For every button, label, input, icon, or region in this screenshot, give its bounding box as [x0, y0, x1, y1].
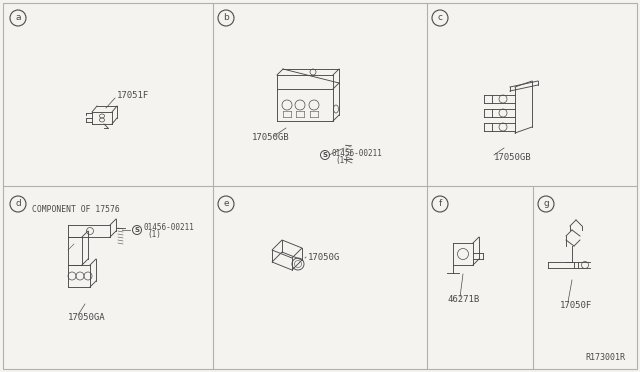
Text: 01456-00211: 01456-00211: [331, 148, 382, 157]
Text: d: d: [15, 199, 21, 208]
Text: 17050G: 17050G: [308, 253, 340, 262]
Text: 17050GB: 17050GB: [494, 154, 532, 163]
Text: S: S: [134, 227, 140, 233]
Text: 17050GA: 17050GA: [68, 314, 106, 323]
Text: 17051F: 17051F: [117, 92, 149, 100]
Text: (1): (1): [147, 231, 161, 240]
Text: 17050GB: 17050GB: [252, 134, 290, 142]
Text: b: b: [223, 13, 229, 22]
Text: f: f: [438, 199, 442, 208]
Text: c: c: [438, 13, 442, 22]
Text: R173001R: R173001R: [585, 353, 625, 362]
Text: (1): (1): [335, 155, 349, 164]
Text: e: e: [223, 199, 229, 208]
Text: 46271B: 46271B: [448, 295, 480, 305]
Text: COMPONENT OF 17576: COMPONENT OF 17576: [32, 205, 120, 215]
Text: 17050F: 17050F: [560, 301, 592, 310]
Text: a: a: [15, 13, 20, 22]
Text: S: S: [323, 152, 328, 158]
Text: 01456-00211: 01456-00211: [143, 224, 194, 232]
Text: g: g: [543, 199, 549, 208]
